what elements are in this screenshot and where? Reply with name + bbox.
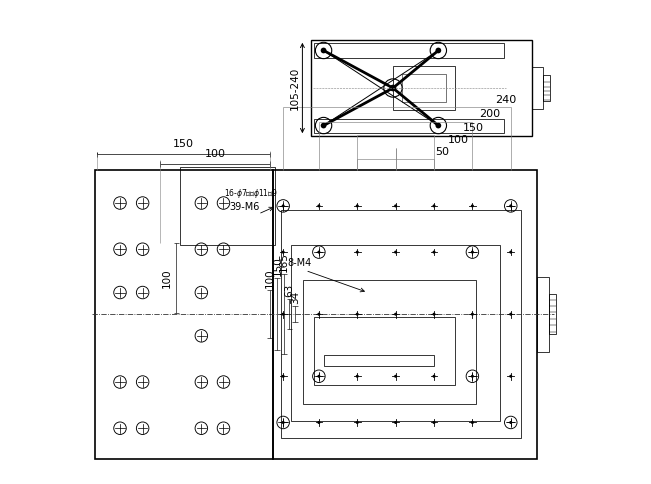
Text: 200: 200 (479, 109, 500, 119)
Circle shape (509, 313, 512, 316)
Bar (281, 210, 521, 439)
Circle shape (471, 204, 474, 208)
Text: 100: 100 (161, 268, 172, 288)
Text: 50: 50 (435, 147, 449, 157)
Circle shape (432, 421, 436, 424)
Text: 39-M6: 39-M6 (229, 202, 260, 212)
Bar (393, 66, 456, 110)
Circle shape (355, 204, 359, 208)
Circle shape (282, 204, 284, 208)
Circle shape (471, 421, 474, 424)
Circle shape (432, 375, 436, 378)
Circle shape (318, 421, 320, 424)
Bar (314, 119, 504, 133)
Bar (324, 355, 434, 366)
Circle shape (509, 421, 512, 424)
Bar (533, 67, 543, 109)
Text: 16-$\phi$7沉孔$\phi$11深9: 16-$\phi$7沉孔$\phi$11深9 (225, 187, 279, 200)
Circle shape (355, 313, 359, 316)
Circle shape (282, 313, 284, 316)
Circle shape (318, 313, 320, 316)
Bar (303, 280, 477, 404)
Circle shape (389, 85, 396, 91)
Text: 150: 150 (464, 123, 484, 133)
Text: 105-240: 105-240 (290, 66, 300, 110)
Bar (180, 167, 275, 245)
Circle shape (509, 375, 512, 378)
Circle shape (282, 375, 284, 378)
Circle shape (432, 313, 436, 316)
Circle shape (394, 375, 397, 378)
Circle shape (471, 375, 474, 378)
Circle shape (509, 251, 512, 254)
Bar (311, 40, 533, 136)
Text: 150: 150 (173, 138, 194, 149)
Bar (543, 75, 549, 102)
Text: 240: 240 (495, 95, 516, 105)
Bar (314, 43, 504, 58)
Circle shape (432, 204, 436, 208)
Circle shape (436, 122, 441, 128)
Circle shape (282, 421, 284, 424)
Circle shape (355, 421, 359, 424)
Text: 100: 100 (447, 135, 468, 145)
Text: 8-M4: 8-M4 (287, 258, 311, 268)
Bar (94, 170, 273, 458)
Circle shape (355, 251, 359, 254)
Circle shape (321, 122, 326, 128)
Circle shape (432, 251, 436, 254)
Circle shape (509, 204, 512, 208)
Circle shape (321, 47, 326, 53)
Circle shape (394, 421, 397, 424)
Circle shape (282, 251, 284, 254)
Text: 34: 34 (290, 290, 299, 303)
Bar (549, 294, 557, 334)
Text: 63: 63 (284, 284, 294, 297)
Bar (314, 317, 455, 385)
Circle shape (318, 375, 320, 378)
Circle shape (318, 204, 320, 208)
Circle shape (394, 251, 397, 254)
Circle shape (436, 47, 441, 53)
Circle shape (471, 313, 474, 316)
Text: 165: 165 (279, 252, 288, 272)
Bar (537, 277, 549, 352)
Bar (291, 245, 500, 421)
Text: 150: 150 (272, 256, 283, 276)
Circle shape (318, 251, 320, 254)
Circle shape (394, 313, 397, 316)
Bar (402, 74, 446, 103)
Circle shape (355, 375, 359, 378)
Text: 100: 100 (205, 149, 226, 159)
Circle shape (394, 204, 397, 208)
Text: 100: 100 (265, 268, 275, 288)
Circle shape (471, 251, 474, 254)
Bar (273, 170, 537, 458)
